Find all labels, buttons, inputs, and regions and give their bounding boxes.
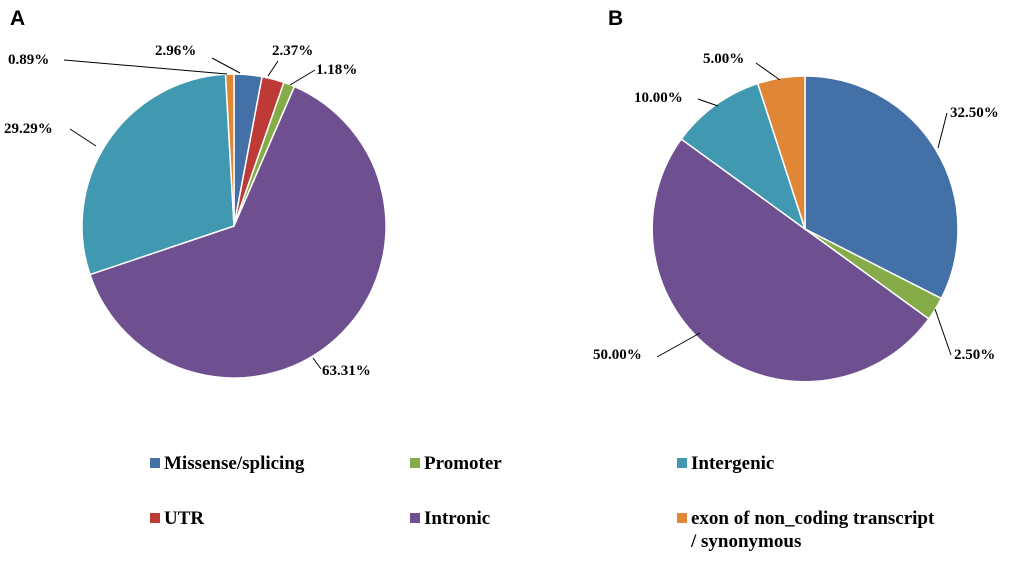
pie-b-data-label: 32.50%	[950, 105, 999, 121]
pie-b-slice-missense-splicing	[804, 75, 959, 300]
pie-b-leader-line	[656, 332, 701, 358]
pie-chart-b: 32.50% 2.50% 50.00% 10.00% 5.00%	[593, 51, 999, 383]
pie-b-leader-line	[934, 308, 952, 356]
pie-b-leader-line	[755, 62, 781, 81]
legend-label: Intergenic	[691, 453, 775, 474]
pie-b-data-label: 2.50%	[954, 347, 995, 363]
panel-label-b: B	[608, 7, 623, 30]
pie-a-leader-line	[69, 128, 97, 147]
pie-a-data-label: 63.31%	[322, 363, 371, 379]
pie-a-leader-line	[289, 69, 316, 86]
legend-label: Missense/splicing	[164, 453, 305, 474]
pie-b-leader-line	[937, 112, 948, 149]
legend-swatch	[150, 513, 160, 523]
legend-swatch	[410, 513, 420, 523]
pie-a-leader-line	[211, 57, 241, 74]
pie-a-slice-intronic	[89, 85, 387, 379]
pie-chart-a: 2.96% 2.37%1.18% 63.31% 29.29% 0.89%	[4, 43, 387, 379]
panel-label-a: A	[10, 7, 25, 30]
pie-b-data-label: 5.00%	[703, 51, 744, 67]
pie-a-data-label: 0.89%	[8, 52, 49, 68]
pie-a-leader-line	[63, 59, 228, 75]
pie-a-data-label: 1.18%	[316, 62, 357, 78]
legend-label: UTR	[164, 508, 205, 529]
pie-b-data-label: 10.00%	[634, 90, 683, 106]
pie-b-data-label: 50.00%	[593, 347, 642, 363]
legend-swatch	[150, 458, 160, 468]
legend-label: Promoter	[424, 453, 502, 474]
legend-label-line2: / synonymous	[691, 531, 802, 552]
pie-a-data-label: 2.37%	[272, 43, 313, 59]
pie-a-leader-line	[267, 60, 279, 77]
pie-b-leader-line	[697, 98, 719, 107]
pie-a-data-label: 2.96%	[155, 43, 196, 59]
legend-swatch	[677, 513, 687, 523]
pie-b-slice-intronic	[651, 138, 930, 383]
pie-b-slice-exon-of-non-coding-transcript-synonymous	[756, 75, 806, 230]
pie-a-slice-intergenic	[81, 73, 235, 276]
legend-label: Intronic	[424, 508, 491, 529]
legend-swatch	[677, 458, 687, 468]
pie-a-leader-line	[312, 357, 322, 370]
legend-swatch	[410, 458, 420, 468]
pie-a-data-label: 29.29%	[4, 121, 53, 137]
legend-label: exon of non_coding transcript	[691, 508, 935, 529]
